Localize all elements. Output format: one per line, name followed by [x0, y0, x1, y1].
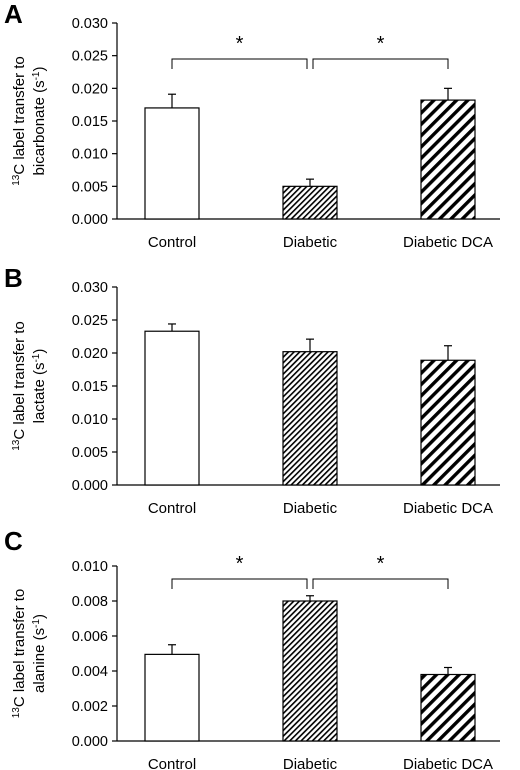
- chart-panel-a: A 13C label transfer to bicarbonate (s-1) 0…: [4, 0, 500, 251]
- bar-diabetic: [282, 185, 338, 220]
- y-axis-title: 13C label transfer to lactate (s-1): [11, 321, 49, 451]
- y-tick-label: 0.000: [72, 212, 108, 228]
- chart-panel-c: C 13C label transfer to alanine (s-1) 0.000…: [4, 526, 500, 770]
- y-tick-label: 0.020: [72, 346, 108, 362]
- y-tick-label: 0.005: [72, 179, 108, 195]
- y-axis-title-line2: alanine (s: [31, 628, 48, 693]
- significance-star: *: [236, 553, 244, 575]
- y-tick-label: 0.000: [72, 734, 108, 750]
- significance-bracket: [312, 578, 449, 589]
- category-label-diabetic-dca: Diabetic DCA: [403, 234, 493, 251]
- y-tick-label: 0.025: [72, 313, 108, 329]
- significance-star: *: [236, 33, 244, 55]
- significance-star: *: [377, 33, 385, 55]
- y-tick-label: 0.006: [72, 629, 108, 645]
- panel-label: B: [4, 263, 23, 293]
- bar-diabetic-dca: [420, 99, 476, 220]
- bar-diabetic-dca: [420, 359, 476, 486]
- bar-control: [144, 330, 200, 486]
- y-axis-title-line2-superscript: -1: [31, 71, 42, 80]
- y-tick-label: 0.030: [72, 280, 108, 296]
- y-tick-label: 0.008: [72, 594, 108, 610]
- chart-panel-b: B 13C label transfer to lactate (s-1) 0.000…: [4, 263, 500, 517]
- y-tick-label: 0.025: [72, 49, 108, 65]
- bar-control: [144, 653, 200, 742]
- y-axis-title-line1: C label transfer to: [11, 321, 28, 439]
- y-tick-label: 0.020: [72, 81, 108, 97]
- y-axis-title-line2-superscript: -1: [31, 353, 42, 362]
- category-label-control: Control: [148, 234, 196, 251]
- bar-diabetic-dca: [420, 673, 476, 742]
- significance-bracket: [171, 578, 308, 589]
- significance-bracket: [171, 58, 308, 69]
- bar-diabetic: [282, 600, 338, 742]
- category-label-diabetic-dca: Diabetic DCA: [403, 756, 493, 770]
- y-tick-label: 0.010: [72, 147, 108, 163]
- y-axis-title-line2-superscript: -1: [31, 619, 42, 628]
- y-tick-label: 0.002: [72, 699, 108, 715]
- y-axis-title-line2-end: ): [31, 349, 48, 354]
- y-tick-label: 0.015: [72, 379, 108, 395]
- y-tick-label: 0.010: [72, 412, 108, 428]
- y-tick-label: 0.000: [72, 478, 108, 494]
- category-label-control: Control: [148, 756, 196, 770]
- y-axis-title: 13C label transfer to alanine (s-1): [11, 589, 49, 719]
- y-axis-title-superscript: 13: [11, 439, 22, 451]
- y-axis-title: 13C label transfer to bicarbonate (s-1): [11, 56, 49, 186]
- category-label-diabetic-dca: Diabetic DCA: [403, 500, 493, 517]
- y-axis-title-line2: bicarbonate (s: [31, 80, 48, 175]
- y-tick-label: 0.005: [72, 445, 108, 461]
- y-axis-title-line1: C label transfer to: [11, 589, 28, 707]
- y-axis-title-line2-end: ): [31, 614, 48, 619]
- y-axis-title-superscript: 13: [11, 174, 22, 186]
- y-axis-title-line1: C label transfer to: [11, 56, 28, 174]
- panel-label: C: [4, 526, 23, 556]
- panel-label: A: [4, 0, 23, 29]
- category-label-diabetic: Diabetic: [283, 756, 338, 770]
- significance-bracket: [312, 58, 449, 69]
- y-tick-label: 0.010: [72, 559, 108, 575]
- y-tick-label: 0.004: [72, 664, 108, 680]
- y-tick-label: 0.015: [72, 114, 108, 130]
- category-label-control: Control: [148, 500, 196, 517]
- bar-control: [144, 107, 200, 220]
- category-label-diabetic: Diabetic: [283, 500, 338, 517]
- y-axis-title-line2: lactate (s: [31, 363, 48, 424]
- category-label-diabetic: Diabetic: [283, 234, 338, 251]
- bar-diabetic: [282, 351, 338, 486]
- significance-star: *: [377, 553, 385, 575]
- y-axis-title-superscript: 13: [11, 707, 22, 719]
- y-axis-title-line2-end: ): [31, 67, 48, 72]
- y-tick-label: 0.030: [72, 16, 108, 32]
